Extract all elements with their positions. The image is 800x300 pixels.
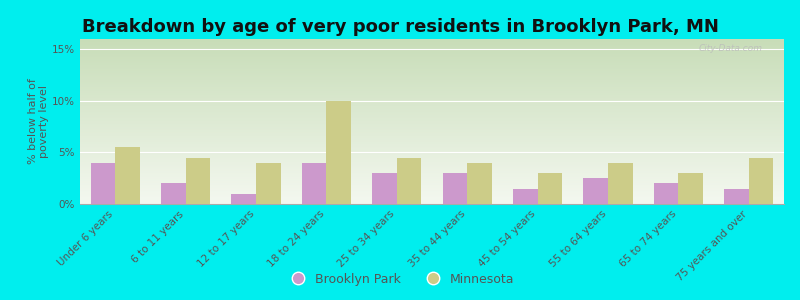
Bar [654, 183, 678, 204]
Bar [90, 163, 115, 204]
Bar [326, 101, 351, 204]
Text: Breakdown by age of very poor residents in Brooklyn Park, MN: Breakdown by age of very poor residents … [82, 18, 718, 36]
Y-axis label: % below half of
poverty level: % below half of poverty level [28, 79, 50, 164]
Bar [231, 194, 256, 204]
Bar [302, 163, 326, 204]
Bar [115, 147, 140, 204]
Bar [538, 173, 562, 204]
Bar [608, 163, 633, 204]
Bar [583, 178, 608, 204]
Legend: Brooklyn Park, Minnesota: Brooklyn Park, Minnesota [281, 268, 519, 291]
Bar [724, 188, 749, 204]
Bar [678, 173, 703, 204]
Bar [467, 163, 492, 204]
Bar [161, 183, 186, 204]
Bar [749, 158, 774, 204]
Text: City-Data.com: City-Data.com [699, 44, 763, 53]
Bar [442, 173, 467, 204]
Bar [372, 173, 397, 204]
Bar [397, 158, 422, 204]
Bar [256, 163, 281, 204]
Bar [186, 158, 210, 204]
Bar [513, 188, 538, 204]
